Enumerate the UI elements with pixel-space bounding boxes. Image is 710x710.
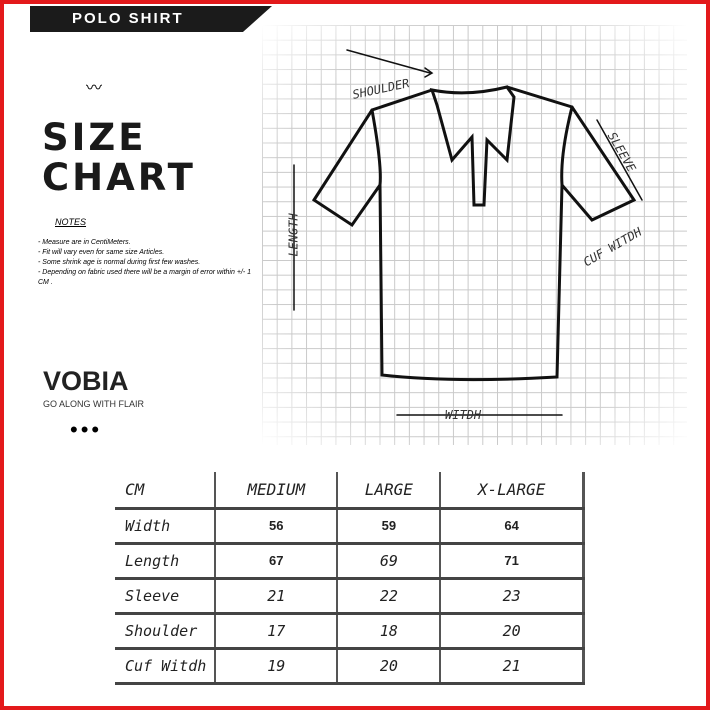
dots: ••• — [70, 417, 103, 442]
size-table: CM MEDIUM LARGE X-LARGE Width 56 59 64 Length 6… — [115, 472, 586, 685]
banner-title: POLO SHIRT — [30, 6, 272, 32]
notes-title: NOTES — [55, 217, 87, 227]
width-label: WITDH — [445, 408, 482, 422]
table-row: Length 67 69 71 — [115, 543, 586, 580]
table-header: CM MEDIUM LARGE X-LARGE — [115, 472, 586, 510]
polo-shirt-diagram — [293, 49, 643, 416]
table-row: Cuf Witdh 19 20 21 — [115, 648, 586, 685]
table-row: Sleeve 21 22 23 — [115, 578, 586, 615]
notes-list: - Measure are in CentiMeters. - Fit will … — [38, 239, 252, 286]
brand-logo: VOBIA — [43, 366, 129, 396]
length-label: LENGTH — [286, 213, 301, 257]
pulse-icon: 〰 — [86, 80, 103, 97]
table-row: Width 56 59 64 — [115, 508, 586, 545]
brand-tagline: GO ALONG WITH FLAIR — [43, 399, 145, 409]
table-row: Shoulder 17 18 20 — [115, 613, 586, 650]
grid-background — [262, 25, 687, 445]
page-title: SIZE CHART — [42, 116, 196, 199]
